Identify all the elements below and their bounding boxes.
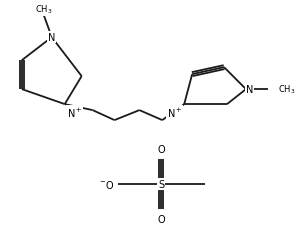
Text: CH$_3$: CH$_3$ (35, 4, 52, 16)
Text: N: N (48, 33, 56, 43)
Text: S: S (158, 179, 164, 189)
Text: N: N (246, 85, 253, 95)
Text: N$^+$: N$^+$ (167, 107, 182, 120)
Text: O: O (158, 144, 165, 154)
Text: N$^+$: N$^+$ (67, 107, 82, 120)
Text: O: O (158, 214, 165, 224)
Text: $^{-}$O: $^{-}$O (99, 178, 115, 190)
Text: CH$_3$: CH$_3$ (278, 83, 296, 96)
